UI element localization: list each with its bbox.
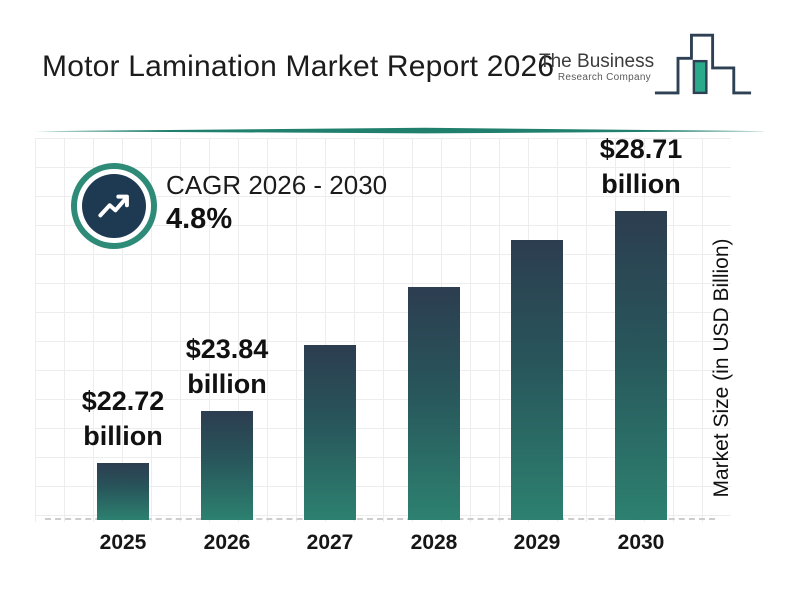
- logo-text: The Business Research Company: [539, 51, 655, 84]
- x-tick-2028: 2028: [410, 531, 458, 554]
- company-logo: The Business Research Company: [538, 28, 753, 106]
- logo-subname: Research Company: [557, 72, 651, 83]
- value-label-2030: $28.71 billion: [599, 134, 683, 199]
- bar-2030: [615, 211, 667, 520]
- cagr-badge: [71, 163, 157, 249]
- x-tick-2027: 2027: [306, 531, 354, 554]
- trending-up-icon: [82, 174, 146, 238]
- cagr-label: CAGR 2026 - 2030: [166, 170, 388, 200]
- logo-name: The Business: [539, 51, 655, 72]
- bar-2028: [408, 287, 460, 520]
- bar-2029: [511, 240, 563, 520]
- bar-2025: [97, 463, 149, 520]
- x-tick-2026: 2026: [203, 531, 251, 554]
- value-label-2025: $22.72 billion: [81, 386, 165, 451]
- bar-skyline-icon: [654, 33, 752, 95]
- x-tick-2030: 2030: [617, 531, 665, 554]
- page-title: Motor Lamination Market Report 2026: [42, 50, 555, 83]
- x-tick-2025: 2025: [99, 531, 147, 554]
- y-axis-label: Market Size (in USD Billion): [710, 238, 733, 498]
- bar-2026: [201, 411, 253, 520]
- x-axis-baseline: [45, 518, 715, 520]
- x-tick-2029: 2029: [513, 531, 561, 554]
- bar-2027: [304, 345, 356, 520]
- divider-line: [35, 127, 765, 134]
- cagr-value: 4.8%: [166, 203, 233, 235]
- value-label-2026: $23.84 billion: [185, 334, 269, 399]
